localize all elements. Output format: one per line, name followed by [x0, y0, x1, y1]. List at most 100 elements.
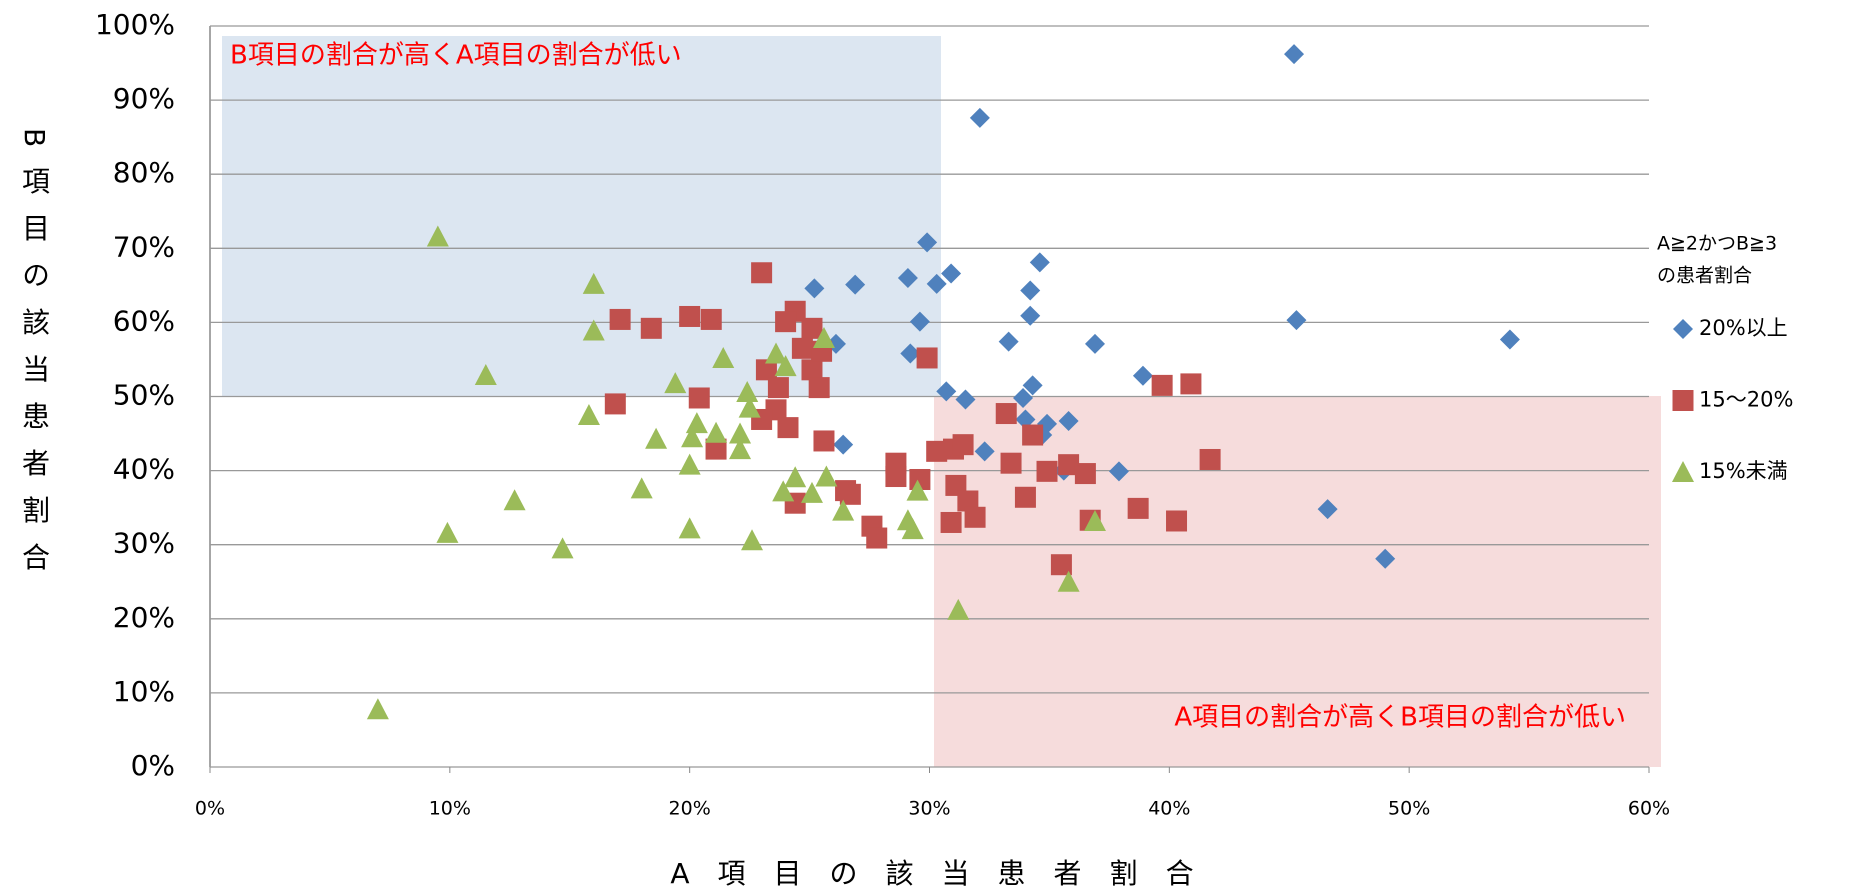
triangle-marker [705, 421, 728, 443]
triangle-marker [577, 404, 600, 426]
square-marker [751, 262, 773, 284]
diamond-marker [833, 434, 854, 455]
diamond-marker [974, 441, 995, 462]
triangle-marker [678, 517, 701, 539]
legend-label: 20%以上 [1699, 316, 1788, 340]
diamond-marker [1084, 333, 1105, 354]
diamond-marker [1499, 329, 1520, 350]
y-tick-label: 10% [113, 675, 175, 708]
square-marker [916, 347, 938, 369]
square-marker [964, 506, 986, 528]
y-tick-label: 80% [113, 156, 175, 189]
x-tick-label: 40% [1148, 798, 1190, 820]
diamond-marker [1013, 387, 1034, 408]
diamond-marker [1015, 409, 1036, 430]
square-marker [705, 438, 727, 460]
diamond-marker [1108, 461, 1129, 482]
square-marker [813, 430, 835, 452]
x-tick-label: 60% [1628, 798, 1670, 820]
triangle-marker [685, 412, 708, 434]
triangle-marker [426, 225, 449, 247]
square-marker [1166, 510, 1188, 532]
y-tick-label: 60% [113, 304, 175, 337]
diamond-marker [900, 343, 921, 364]
diamond-marker [1029, 252, 1050, 273]
triangle-marker [436, 521, 459, 543]
diamond-marker [1022, 375, 1043, 396]
triangle-marker [906, 479, 929, 501]
square-marker [940, 511, 962, 533]
legend-title: A≧2かつB≧3 [1657, 233, 1777, 255]
legend-title: の患者割合 [1657, 265, 1752, 287]
diamond-marker [969, 107, 990, 128]
x-tick-label: 50% [1388, 798, 1430, 820]
y-tick-label: 90% [113, 82, 175, 115]
triangle-marker [551, 537, 574, 559]
triangle-marker [729, 422, 752, 444]
legend-label: 15〜20% [1699, 388, 1793, 412]
square-marker [952, 434, 974, 456]
triangle-marker [678, 453, 701, 475]
diamond-marker [955, 389, 976, 410]
diamond-marker [845, 274, 866, 295]
triangle-marker [736, 381, 759, 403]
diamond-marker [804, 278, 825, 299]
diamond-marker [1317, 499, 1338, 520]
square-marker [1036, 460, 1058, 482]
triangle-marker [741, 529, 764, 551]
triangle-marker [582, 319, 605, 341]
triangle-marker [474, 364, 497, 386]
square-marker [801, 317, 823, 339]
triangle-marker [712, 346, 735, 368]
legend-marker [1673, 319, 1693, 339]
square-marker [688, 387, 710, 409]
triangle-marker [664, 372, 687, 394]
square-marker [926, 440, 948, 462]
diamond-marker [917, 232, 938, 253]
square-marker [700, 308, 722, 330]
y-tick-label: 30% [113, 527, 175, 560]
square-marker [604, 393, 626, 415]
diamond-marker [926, 273, 947, 294]
x-axis-label: A 項 目 の 該 当 患 者 割 合 [670, 857, 1193, 890]
x-tick-label: 20% [669, 798, 711, 820]
square-marker [808, 377, 830, 399]
square-marker [801, 359, 823, 381]
triangle-marker [947, 598, 970, 620]
diamond-marker [998, 331, 1019, 352]
square-marker [1074, 463, 1096, 485]
triangle-marker [503, 489, 526, 511]
y-tick-label: 40% [113, 453, 175, 486]
square-marker [909, 468, 931, 490]
legend-marker [1672, 461, 1694, 482]
square-marker [1000, 452, 1022, 474]
diamond-marker [1284, 44, 1305, 65]
diamond-marker [1132, 365, 1153, 386]
diamond-marker [1375, 548, 1396, 569]
triangle-marker [366, 698, 389, 720]
legend-label: 15%未満 [1699, 459, 1788, 483]
y-axis-label: B項目の該当患者割合 [18, 128, 51, 590]
square-marker [791, 337, 813, 359]
triangle-marker [772, 480, 795, 502]
y-tick-label: 50% [113, 379, 175, 412]
square-marker [1151, 374, 1173, 396]
triangle-marker [645, 427, 668, 449]
square-marker [866, 527, 888, 549]
y-tick-label: 100% [95, 8, 175, 41]
square-marker [1022, 424, 1044, 446]
y-tick-label: 70% [113, 230, 175, 263]
triangle-marker [765, 342, 788, 364]
triangle-marker [681, 426, 704, 448]
diamond-marker [897, 267, 918, 288]
diamond-marker [941, 263, 962, 284]
square-marker [995, 403, 1017, 425]
triangle-marker [815, 465, 838, 487]
triangle-marker [582, 272, 605, 294]
square-marker [1014, 486, 1036, 508]
square-marker [755, 359, 777, 381]
triangle-marker [901, 518, 924, 540]
square-marker [885, 466, 907, 488]
